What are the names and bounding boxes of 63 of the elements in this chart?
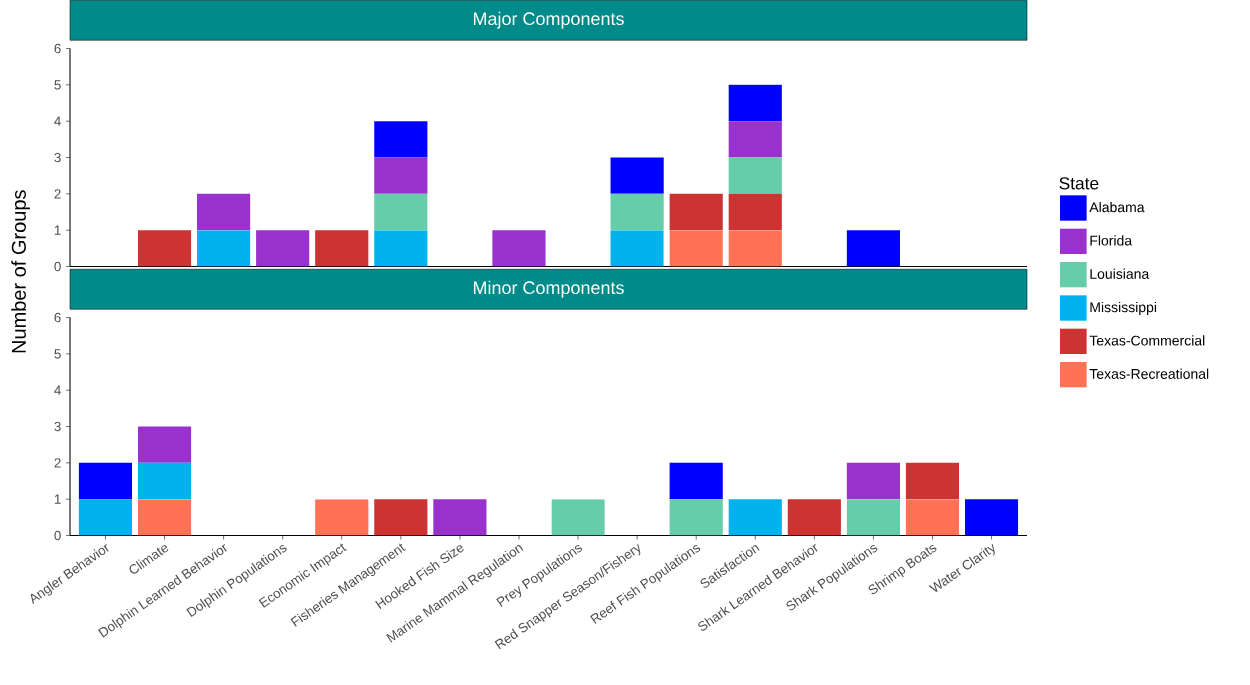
- bar: [492, 230, 546, 267]
- bar: [669, 194, 723, 231]
- y-tick-label: 3: [54, 422, 61, 432]
- bar: [197, 230, 251, 267]
- legend-label: Louisiana: [1090, 268, 1150, 280]
- y-tick-label: 0: [54, 262, 61, 272]
- chart-title: Minor Components: [473, 281, 624, 298]
- bar: [137, 463, 192, 500]
- bar: [728, 157, 782, 195]
- bar: [315, 499, 369, 536]
- legend-title: State: [1059, 177, 1099, 190]
- bar: [374, 230, 428, 267]
- y-axis-title: Number of Groups: [11, 190, 30, 353]
- bar: [846, 230, 900, 267]
- y-tick-label: 5: [54, 80, 61, 90]
- bar: [787, 499, 841, 536]
- bar: [728, 230, 782, 267]
- legend-label: Texas-Commercial: [1089, 335, 1205, 346]
- bar: [78, 499, 133, 536]
- bar: [137, 230, 192, 267]
- bar: [374, 194, 428, 231]
- y-tick-label: 1: [54, 225, 61, 236]
- y-tick-label: 2: [54, 458, 61, 468]
- bar: [728, 499, 782, 536]
- bar: [137, 426, 192, 464]
- bar: [846, 463, 900, 500]
- bar: [197, 194, 251, 231]
- legend-label: Florida: [1090, 235, 1133, 246]
- bar: [669, 230, 723, 267]
- y-tick-label: 4: [54, 116, 61, 127]
- bar: [669, 463, 723, 500]
- y-tick-label: 2: [54, 189, 61, 199]
- bar: [905, 463, 960, 500]
- bar: [433, 499, 487, 536]
- y-tick-label: 1: [54, 494, 61, 505]
- bar: [905, 499, 960, 536]
- bar: [610, 194, 664, 231]
- bar: [728, 85, 782, 122]
- y-tick-label: 5: [54, 349, 61, 359]
- bar: [728, 121, 782, 158]
- y-tick-label: 0: [54, 531, 61, 541]
- bar: [374, 121, 428, 158]
- bar: [374, 499, 428, 536]
- legend-label: Alabama: [1089, 202, 1145, 213]
- bar: [610, 230, 664, 267]
- bar: [964, 499, 1019, 536]
- bar: [846, 499, 900, 536]
- bar: [78, 463, 133, 500]
- bar: [610, 157, 664, 195]
- bar: [256, 230, 310, 267]
- bar: [315, 230, 369, 267]
- y-tick-label: 6: [54, 44, 61, 54]
- y-tick-label: 6: [54, 313, 61, 323]
- bar: [551, 499, 605, 536]
- y-tick-label: 3: [54, 153, 61, 163]
- bar: [137, 499, 192, 536]
- legend-label: Texas-Recreational: [1089, 368, 1209, 380]
- legend-label: Mississippi: [1090, 302, 1157, 316]
- chart-title: Major Components: [473, 12, 624, 29]
- bar: [728, 194, 782, 231]
- bar: [669, 499, 723, 536]
- y-tick-label: 4: [54, 385, 61, 396]
- bar: [374, 157, 428, 195]
